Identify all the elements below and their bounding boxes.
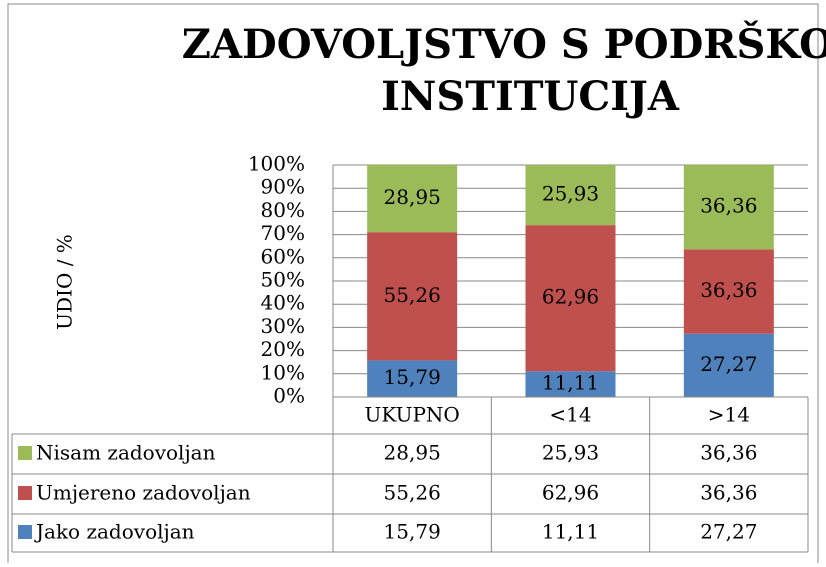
- y-tick-label: 0%: [273, 384, 305, 408]
- x-tick-label: >14: [708, 403, 750, 427]
- bar-segment: [525, 371, 616, 397]
- data-label: 15,79: [384, 365, 441, 389]
- bar-segment: [525, 165, 616, 226]
- data-label: 36,36: [700, 278, 757, 302]
- bar-segment: [683, 249, 774, 334]
- y-tick-label: 40%: [261, 291, 305, 315]
- y-tick-label: 10%: [261, 360, 305, 384]
- legend-swatch: [18, 486, 32, 500]
- y-tick-label: 50%: [261, 268, 305, 292]
- table-cell: 27,27: [700, 520, 757, 544]
- chart-frame: [7, 3, 819, 567]
- data-label: 62,96: [542, 285, 599, 309]
- y-tick-label: 80%: [261, 198, 305, 222]
- y-tick-label: 70%: [261, 221, 305, 245]
- bar-segment: [525, 225, 616, 372]
- data-label: 36,36: [700, 194, 757, 218]
- data-label: 25,93: [542, 182, 599, 206]
- table-cell: 28,95: [384, 441, 441, 465]
- table-cell: 15,79: [384, 520, 441, 544]
- legend-label: Nisam zadovoljan: [36, 441, 216, 465]
- y-axis-label: UDIO / %: [53, 234, 77, 330]
- table-cell: 36,36: [700, 481, 757, 505]
- x-tick-label: UKUPNO: [365, 403, 460, 427]
- legend-swatch: [18, 446, 32, 460]
- y-tick-label: 100%: [248, 152, 305, 176]
- chart-title-line-2: INSTITUCIJA: [381, 73, 680, 120]
- data-label: 55,26: [384, 283, 441, 307]
- table-cell: 62,96: [542, 481, 599, 505]
- table-cell: 55,26: [384, 481, 441, 505]
- data-label: 27,27: [700, 352, 757, 376]
- data-label: 11,11: [542, 371, 599, 395]
- legend-label: Umjereno zadovoljan: [36, 481, 251, 505]
- y-tick-label: 30%: [261, 314, 305, 338]
- x-tick-label: <14: [549, 403, 591, 427]
- table-cell: 25,93: [542, 441, 599, 465]
- legend-swatch: [18, 525, 32, 539]
- y-tick-label: 60%: [261, 244, 305, 268]
- bar-segment: [367, 360, 458, 397]
- legend-label: Jako zadovoljan: [34, 520, 195, 544]
- bar-segment: [367, 232, 458, 361]
- table-cell: 36,36: [700, 441, 757, 465]
- y-tick-label: 20%: [261, 337, 305, 361]
- data-label: 28,95: [384, 185, 441, 209]
- chart-title-line-1: ZADOVOLJSTVO S PODRŠKOM: [182, 21, 826, 68]
- bar-segment: [367, 165, 458, 233]
- table-cell: 11,11: [542, 520, 599, 544]
- bar-segment: [683, 333, 774, 397]
- y-tick-label: 90%: [261, 175, 305, 199]
- bar-segment: [683, 165, 774, 250]
